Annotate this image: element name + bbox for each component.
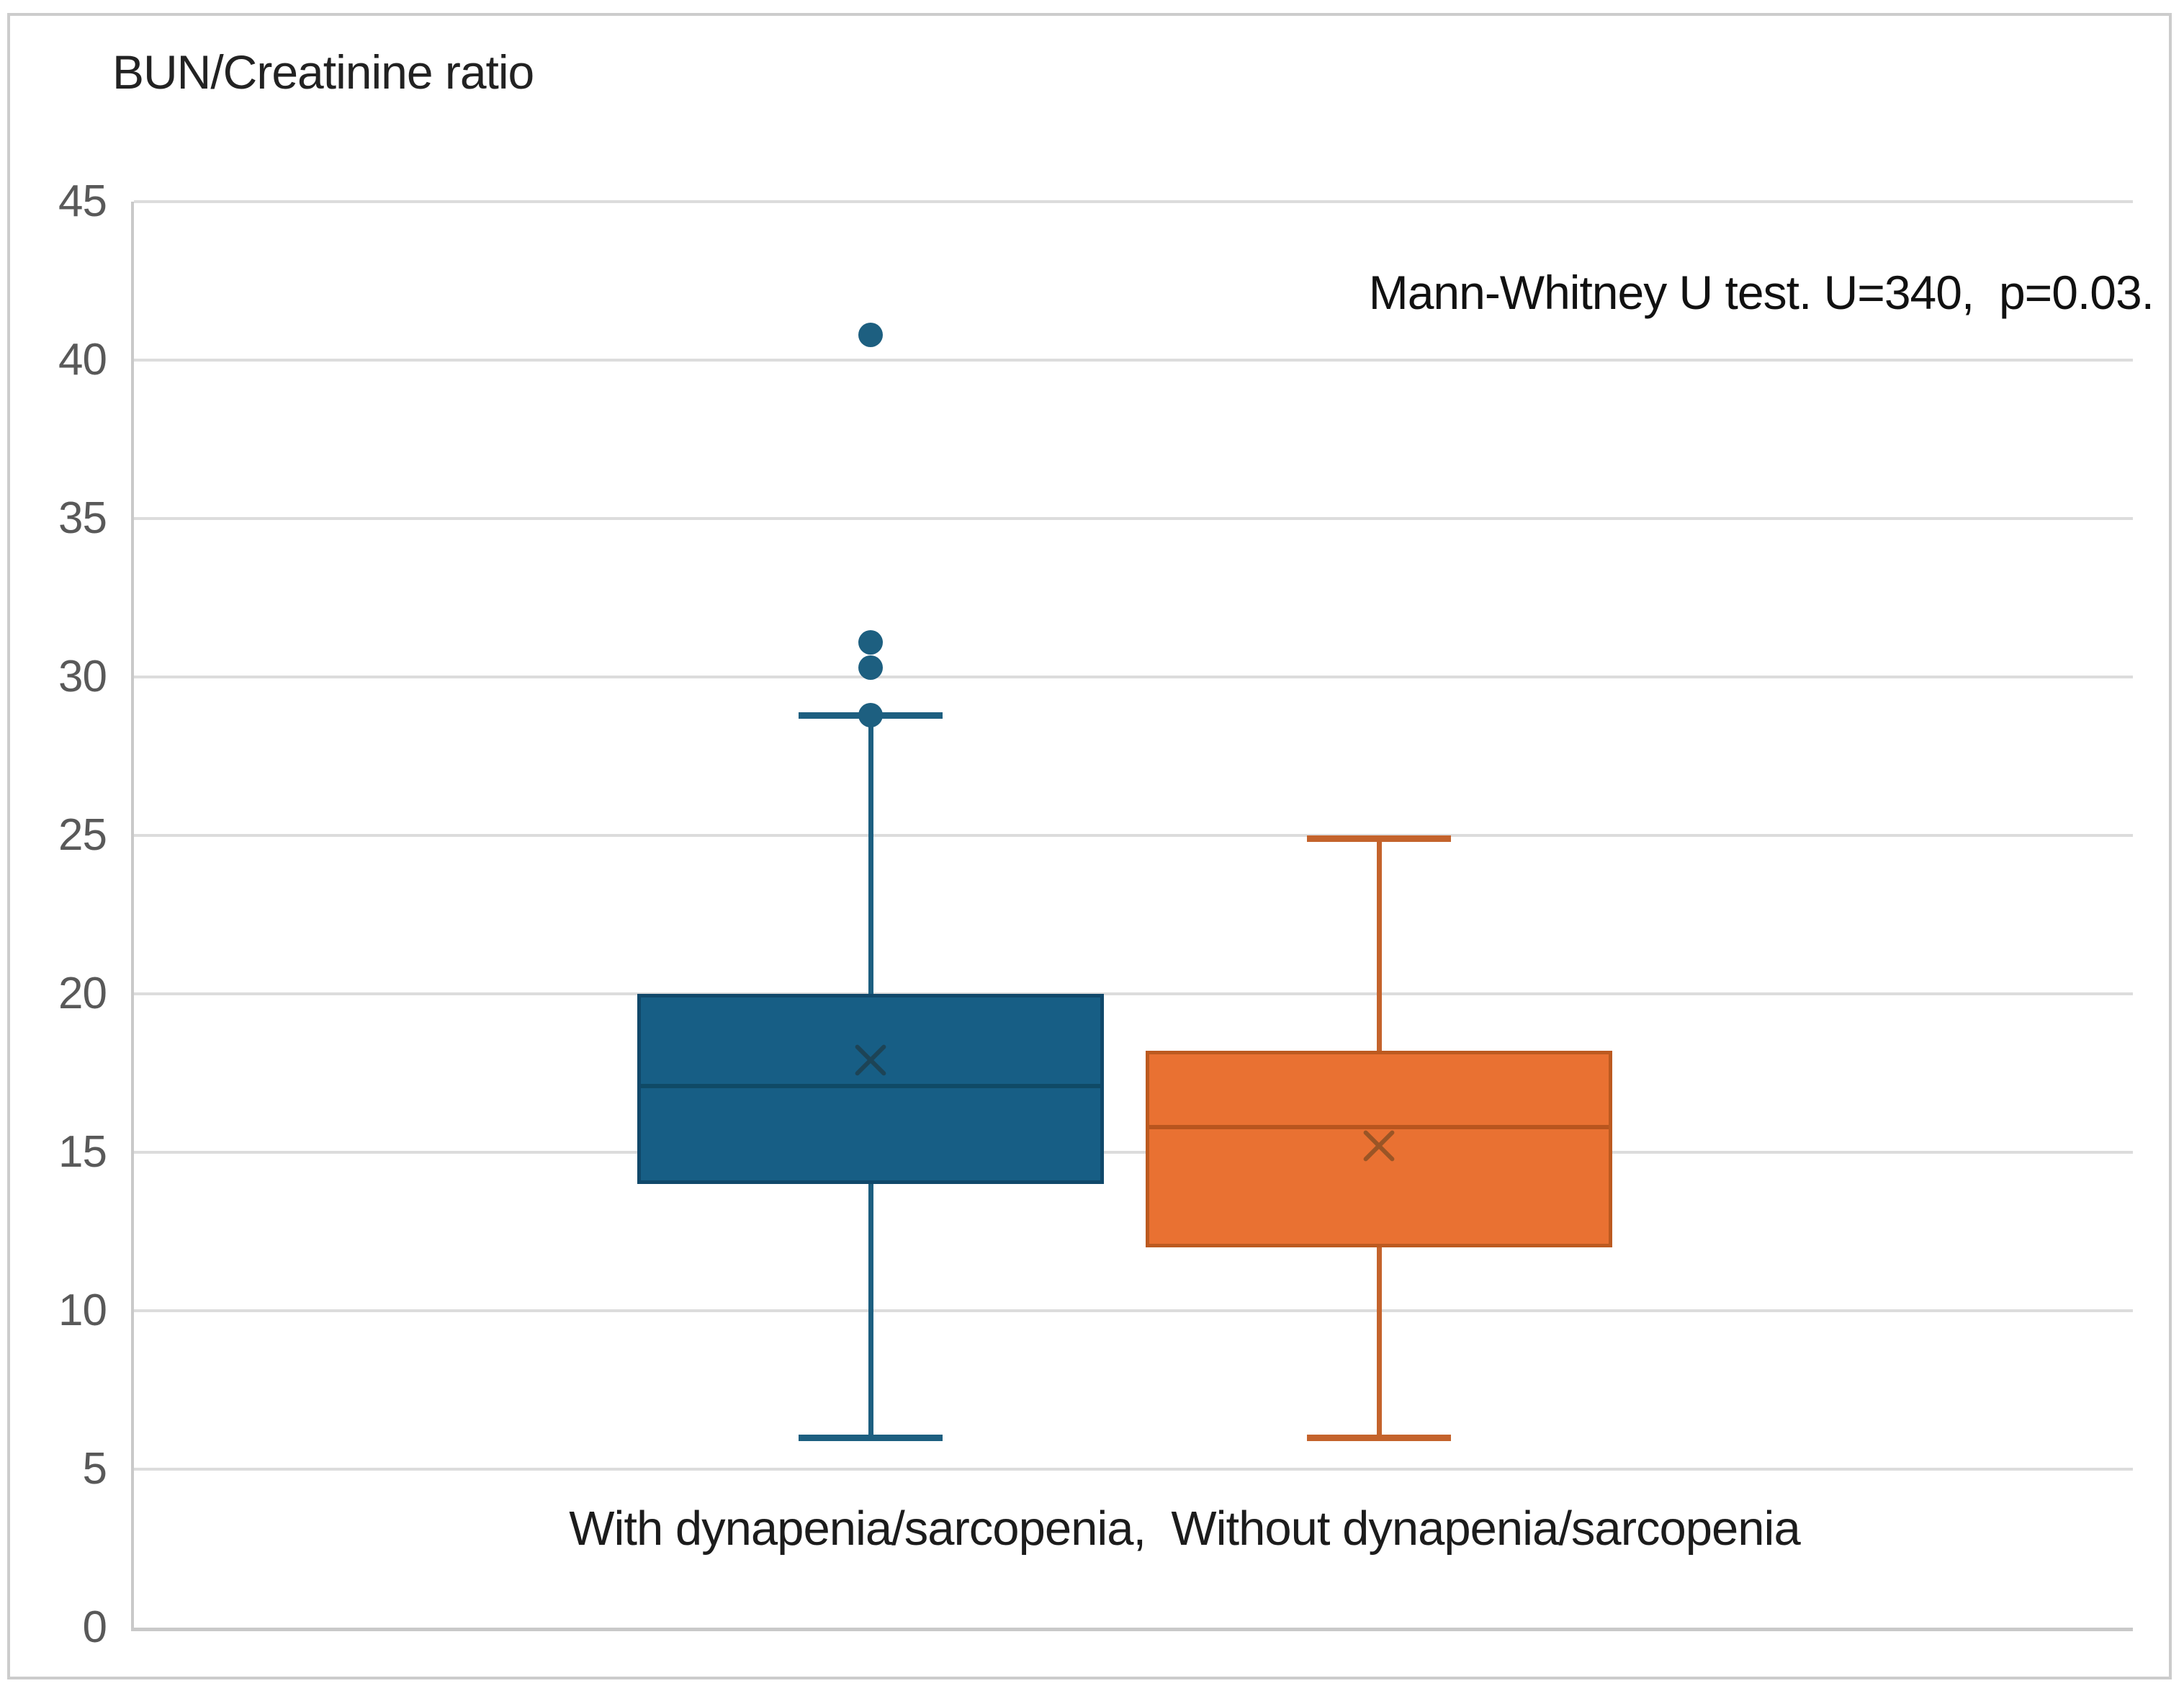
gridline-y-10 bbox=[134, 1309, 2133, 1312]
median-line-with bbox=[641, 1083, 1100, 1088]
gridline-y-25 bbox=[134, 834, 2133, 837]
mean-marker-with bbox=[850, 1039, 891, 1081]
lower-whisker-cap-without bbox=[1307, 1435, 1451, 1441]
box-with bbox=[637, 994, 1104, 1184]
median-line-without bbox=[1149, 1124, 1609, 1129]
outlier-dot-with-31.1 bbox=[858, 629, 883, 655]
stats-annotation: Mann-Whitney U test. U=340, p=0.03. bbox=[1368, 266, 2154, 319]
y-tick-label-35: 35 bbox=[58, 493, 107, 543]
mean-marker-without bbox=[1358, 1125, 1400, 1167]
gridline-y-20 bbox=[134, 992, 2133, 995]
outlier-dot-with-30.3 bbox=[858, 655, 883, 680]
y-tick-label-10: 10 bbox=[58, 1286, 107, 1335]
gridline-y-45 bbox=[134, 200, 2133, 203]
lower-whisker-cap-with bbox=[799, 1435, 943, 1441]
upper-whisker-without bbox=[1376, 838, 1382, 1051]
y-tick-label-30: 30 bbox=[58, 652, 107, 701]
gridline-y-15 bbox=[134, 1151, 2133, 1154]
gridline-y-5 bbox=[134, 1468, 2133, 1471]
upper-whisker-with bbox=[868, 714, 873, 994]
y-tick-label-5: 5 bbox=[82, 1444, 107, 1494]
y-tick-label-25: 25 bbox=[58, 810, 107, 860]
outlier-dot-with-28.8 bbox=[858, 702, 883, 727]
y-tick-label-45: 45 bbox=[58, 176, 107, 226]
y-tick-label-15: 15 bbox=[58, 1127, 107, 1177]
figure-border-frame bbox=[7, 13, 2172, 1679]
gridline-y-35 bbox=[134, 517, 2133, 520]
x-axis-category-label: With dynapenia/sarcopenia, Without dynap… bbox=[569, 1502, 1800, 1556]
plot-area bbox=[131, 200, 2133, 1631]
lower-whisker-without bbox=[1376, 1247, 1382, 1437]
gridline-y-30 bbox=[134, 676, 2133, 678]
chart-title: BUN/Creatinine ratio bbox=[112, 45, 534, 99]
upper-whisker-cap-without bbox=[1307, 835, 1451, 843]
y-tick-label-20: 20 bbox=[58, 969, 107, 1018]
y-tick-label-0: 0 bbox=[82, 1602, 107, 1652]
gridline-y-40 bbox=[134, 359, 2133, 362]
outlier-dot-with-40.8 bbox=[858, 322, 883, 347]
y-tick-label-40: 40 bbox=[58, 335, 107, 385]
lower-whisker-with bbox=[868, 1184, 873, 1437]
